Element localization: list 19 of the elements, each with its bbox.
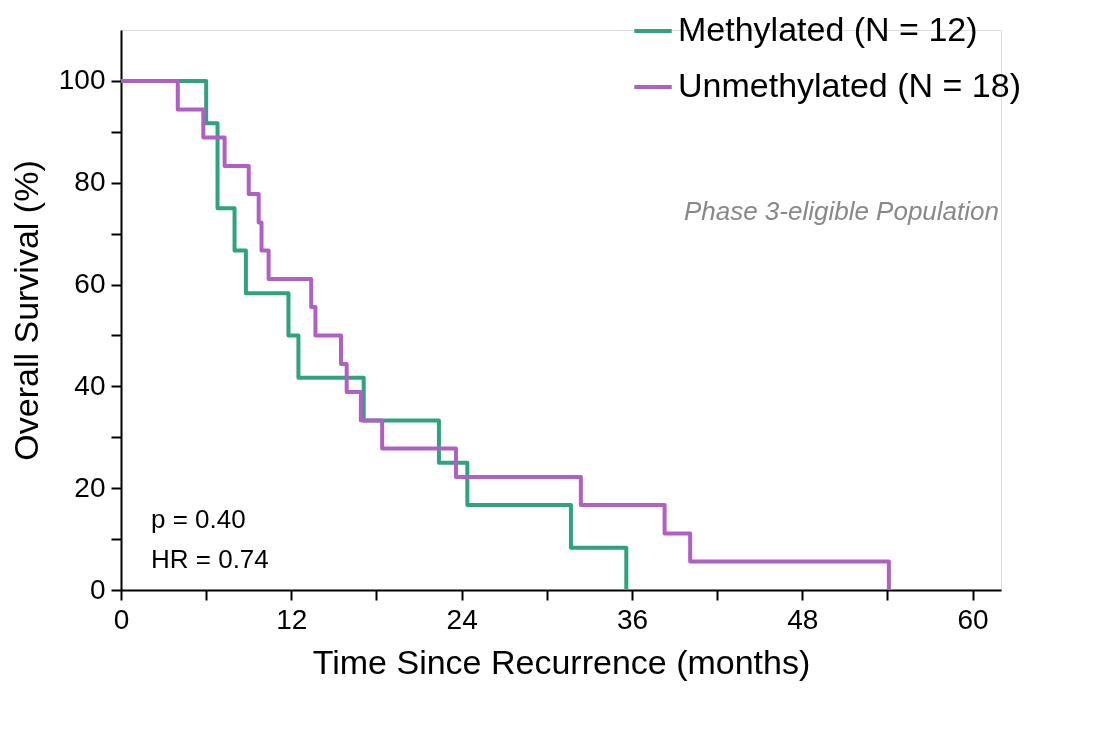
legend-label: Unmethylated (N = 18) [678,66,1021,104]
y-tick-label: 100 [58,64,106,96]
annotation: HR = 0.74 [151,544,269,574]
x-tick-label: 12 [276,603,308,635]
x-tick-label: 60 [957,603,989,635]
y-axis-title: Overall Survival (%) [6,160,45,461]
y-tick-label: 20 [74,471,106,503]
y-tick-label: 60 [74,268,106,300]
x-tick-label: 36 [616,603,649,635]
x-axis-title: Time Since Recurrence (months) [312,642,811,681]
x-tick-label: 48 [787,603,819,635]
y-tick-label: 0 [89,573,106,605]
legend-label: Methylated (N = 12) [678,10,978,48]
annotation: p = 0.40 [151,504,246,534]
y-tick-label: 80 [74,166,106,198]
x-tick-label: 24 [446,603,478,635]
x-tick-label: 0 [113,603,130,635]
y-tick-label: 40 [74,369,106,401]
annotation: Phase 3-eligible Population [683,196,999,226]
